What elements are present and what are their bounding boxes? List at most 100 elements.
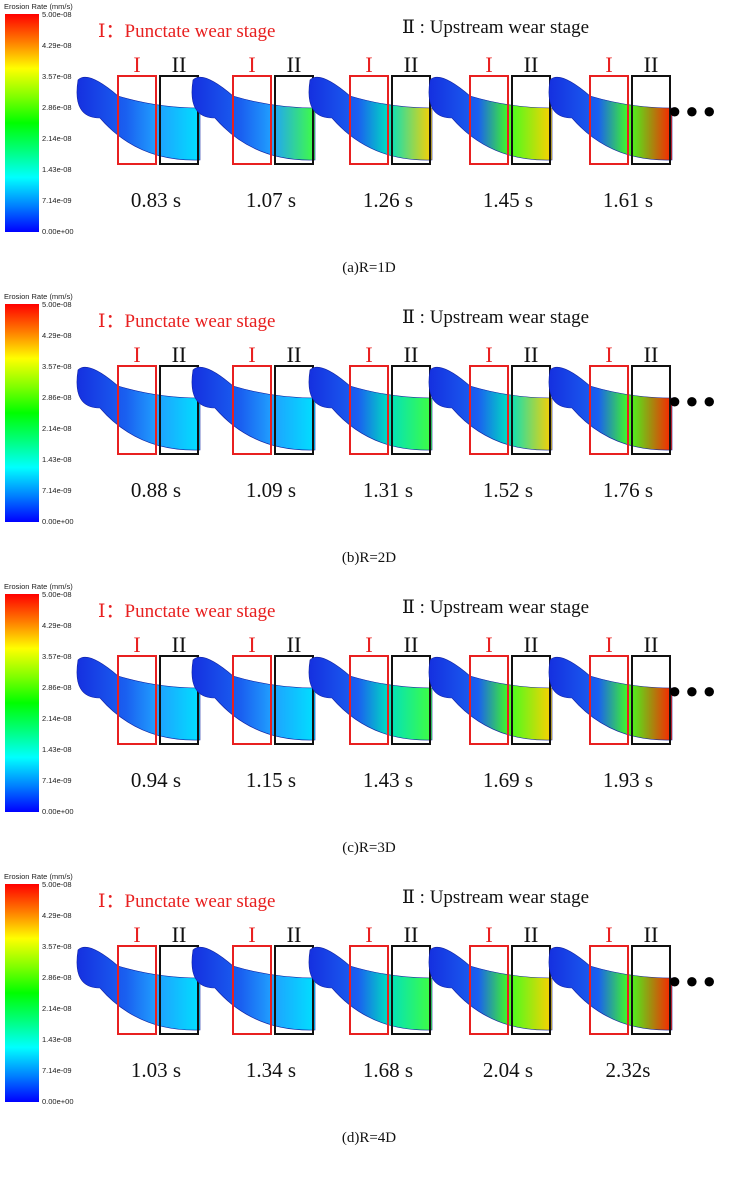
stage-two-box bbox=[391, 365, 431, 455]
pipe-snapshot: I II bbox=[191, 922, 316, 1035]
colorbar-tick-label: 0.00e+00 bbox=[42, 807, 74, 816]
stage-one-box bbox=[469, 75, 509, 165]
stage-two-box bbox=[274, 365, 314, 455]
stage-one-box bbox=[469, 945, 509, 1035]
time-label: 1.76 s bbox=[602, 478, 654, 502]
stage-two-box bbox=[511, 365, 551, 455]
stage-one-box-label: I bbox=[605, 922, 612, 947]
stage-one-box bbox=[117, 945, 157, 1035]
panel-caption: (a)R=1D bbox=[342, 260, 396, 276]
stage-two-box bbox=[511, 75, 551, 165]
colorbar-tick-label: 2.86e-08 bbox=[42, 973, 72, 982]
stage-one-box bbox=[469, 655, 509, 745]
pipe-body bbox=[428, 366, 553, 451]
colorbar bbox=[5, 884, 39, 1102]
stage-one-box bbox=[589, 945, 629, 1035]
pipe-snapshot: I II bbox=[428, 632, 553, 745]
panel-caption: (c)R=3D bbox=[342, 840, 396, 856]
time-label: 0.88 s bbox=[130, 478, 182, 502]
stage-one-heading: Ⅰ：Punctate wear stage bbox=[98, 21, 276, 42]
stage-one-box bbox=[232, 945, 272, 1035]
colorbar-tick-label: 2.86e-08 bbox=[42, 393, 72, 402]
time-label: 2.04 s bbox=[482, 1058, 534, 1082]
stage-two-box-label: II bbox=[287, 632, 302, 657]
colorbar-tick-label: 0.00e+00 bbox=[42, 517, 74, 526]
pipe-snapshot: I II bbox=[76, 342, 201, 455]
pipe-body bbox=[308, 946, 433, 1031]
stage-two-box-label: II bbox=[644, 632, 659, 657]
stage-two-box-label: II bbox=[404, 52, 419, 77]
stage-two-box bbox=[511, 655, 551, 745]
pipe-body bbox=[548, 946, 673, 1031]
time-label: 1.45 s bbox=[482, 188, 534, 212]
stage-two-box-label: II bbox=[287, 342, 302, 367]
pipe-snapshot: I II bbox=[191, 52, 316, 165]
stage-two-heading: Ⅱ : Upstream wear stage bbox=[402, 597, 590, 618]
stage-two-box bbox=[159, 365, 199, 455]
stage-one-box-label: I bbox=[248, 52, 255, 77]
pipe-body bbox=[548, 76, 673, 161]
stage-two-box-label: II bbox=[644, 52, 659, 77]
stage-one-box-label: I bbox=[365, 922, 372, 947]
time-label: 1.15 s bbox=[245, 768, 297, 792]
stage-one-box-label: I bbox=[485, 922, 492, 947]
stage-two-box-label: II bbox=[172, 922, 187, 947]
stage-two-box bbox=[631, 365, 671, 455]
time-label: 1.03 s bbox=[130, 1058, 182, 1082]
stage-two-box bbox=[631, 655, 671, 745]
stage-one-box-label: I bbox=[485, 342, 492, 367]
pipe-body bbox=[308, 76, 433, 161]
stage-one-box bbox=[232, 75, 272, 165]
stage-two-heading: Ⅱ : Upstream wear stage bbox=[402, 887, 590, 908]
time-label: 1.68 s bbox=[362, 1058, 414, 1082]
stage-one-box bbox=[349, 655, 389, 745]
stage-two-box-label: II bbox=[404, 632, 419, 657]
stage-one-box bbox=[589, 365, 629, 455]
pipe-body bbox=[191, 76, 316, 161]
colorbar-tick-label: 4.29e-08 bbox=[42, 41, 72, 50]
time-label: 1.07 s bbox=[245, 188, 297, 212]
colorbar-tick-label: 1.43e-08 bbox=[42, 1035, 72, 1044]
stage-two-box bbox=[274, 655, 314, 745]
stage-one-box-label: I bbox=[248, 922, 255, 947]
colorbar-tick-label: 7.14e-09 bbox=[42, 196, 72, 205]
pipe-body bbox=[76, 656, 201, 741]
pipe-snapshot: I II bbox=[191, 632, 316, 745]
stage-two-box-label: II bbox=[172, 342, 187, 367]
colorbar-title: Erosion Rate (mm/s) bbox=[4, 872, 73, 881]
stage-one-box-label: I bbox=[605, 342, 612, 367]
panel-caption: (b)R=2D bbox=[341, 550, 397, 566]
colorbar-tick-label: 3.57e-08 bbox=[42, 72, 72, 81]
stage-one-box-label: I bbox=[133, 632, 140, 657]
colorbar-tick-label: 5.00e-08 bbox=[42, 300, 72, 309]
colorbar-tick-label: 1.43e-08 bbox=[42, 165, 72, 174]
colorbar-tick-label: 0.00e+00 bbox=[42, 227, 74, 236]
colorbar bbox=[5, 594, 39, 812]
stage-one-box-label: I bbox=[248, 632, 255, 657]
continuation-dots: ●●● bbox=[668, 678, 720, 703]
pipe-contour-diagram: I II I II I II I II I II bbox=[76, 922, 673, 1035]
stage-one-box bbox=[469, 365, 509, 455]
pipe-snapshot: I II bbox=[428, 342, 553, 455]
stage-two-box-label: II bbox=[524, 922, 539, 947]
stage-one-box-label: I bbox=[605, 52, 612, 77]
stage-two-box-label: II bbox=[172, 52, 187, 77]
time-label: 2.32s bbox=[605, 1058, 651, 1082]
time-label: 1.69 s bbox=[482, 768, 534, 792]
pipe-snapshot: I II bbox=[191, 342, 316, 455]
pipe-contour-diagram: I II I II I II I II I II bbox=[76, 52, 673, 165]
stage-two-box-label: II bbox=[644, 922, 659, 947]
stage-one-box bbox=[232, 365, 272, 455]
colorbar-tick-label: 4.29e-08 bbox=[42, 911, 72, 920]
pipe-snapshot: I II bbox=[548, 632, 673, 745]
colorbar-tick-label: 4.29e-08 bbox=[42, 621, 72, 630]
colorbar-tick-label: 1.43e-08 bbox=[42, 745, 72, 754]
time-label: 1.61 s bbox=[602, 188, 654, 212]
stage-two-box-label: II bbox=[524, 342, 539, 367]
stage-two-box bbox=[631, 75, 671, 165]
colorbar-tick-label: 5.00e-08 bbox=[42, 10, 72, 19]
pipe-body bbox=[308, 656, 433, 741]
pipe-contour-diagram: I II I II I II I II I II bbox=[76, 342, 673, 455]
stage-one-box bbox=[349, 75, 389, 165]
pipe-snapshot: I II bbox=[308, 52, 433, 165]
